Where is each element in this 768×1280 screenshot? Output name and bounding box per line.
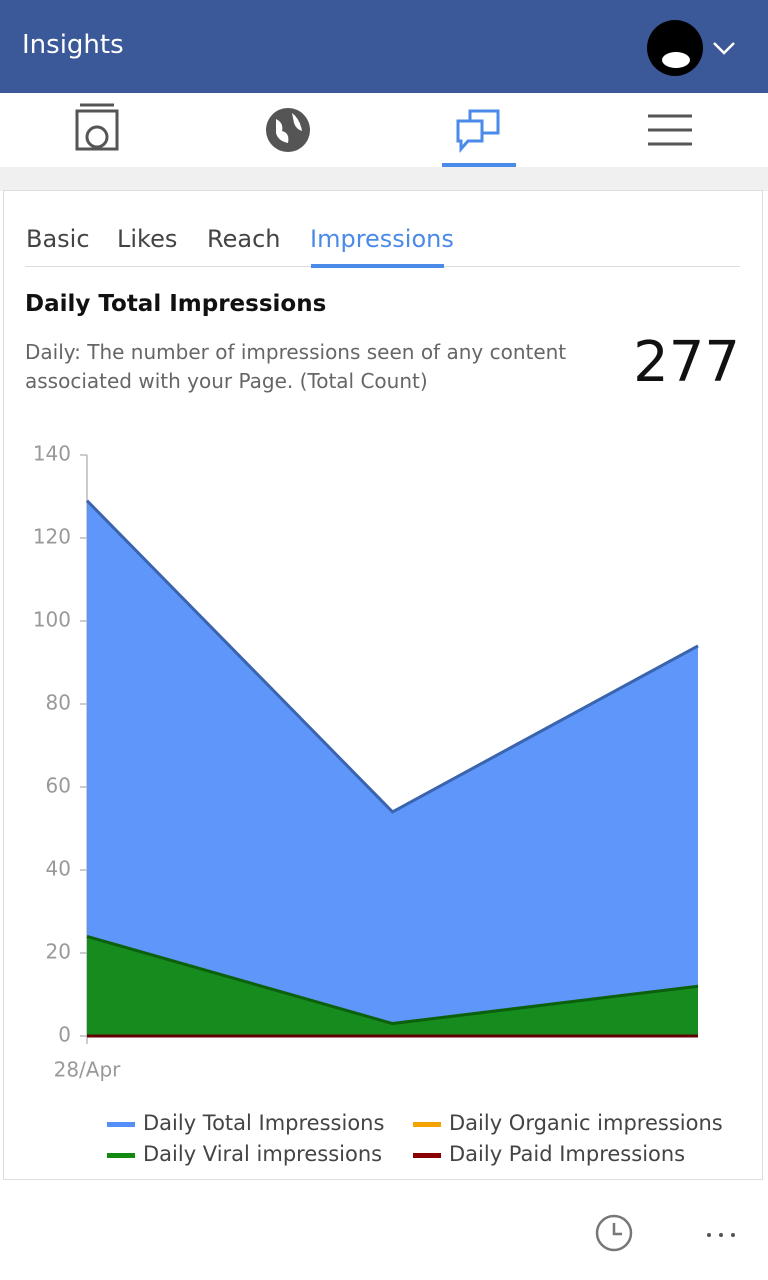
legend-label: Daily Total Impressions: [143, 1111, 384, 1135]
area-line-shade: [85, 499, 699, 814]
x-tick-label: 28/Apr: [54, 1058, 122, 1082]
metric-title: Daily Total Impressions: [25, 291, 327, 317]
area-line: [85, 499, 699, 814]
area-line: [86, 934, 699, 1026]
metric-description: Daily: The number of impressions seen of…: [25, 340, 567, 393]
y-tick-label: 40: [46, 857, 71, 881]
history-button[interactable]: [595, 1214, 633, 1252]
nav-bar: [75, 103, 692, 167]
y-tick-label: 20: [46, 940, 71, 964]
nav-insights[interactable]: [456, 109, 500, 153]
app-bar: [595, 1214, 735, 1252]
area: [87, 500, 698, 1036]
legend-label: Daily Paid Impressions: [449, 1142, 685, 1166]
y-tick-label: 140: [33, 442, 71, 466]
tab[interactable]: Basic: [26, 225, 90, 253]
nav-active-indicator: [442, 163, 516, 167]
header: Insights: [0, 0, 768, 93]
nav-menu[interactable]: [648, 114, 692, 146]
legend-swatch: [107, 1122, 135, 1127]
legend-swatch: [413, 1122, 441, 1127]
legend-label: Daily Organic impressions: [449, 1111, 723, 1135]
legend-swatch: [413, 1153, 441, 1158]
area: [87, 936, 698, 1036]
legend-label: Daily Viral impressions: [143, 1142, 382, 1166]
avatar-detail: [662, 52, 690, 68]
y-tick-label: 0: [58, 1023, 71, 1047]
nav-pages[interactable]: [75, 103, 119, 151]
account-chevron[interactable]: [713, 42, 735, 55]
header-icons: [647, 20, 735, 76]
more-button[interactable]: [707, 1233, 735, 1237]
tab-indicator: [311, 264, 444, 268]
metric-total: 277: [633, 330, 740, 395]
legend-swatch: [107, 1153, 135, 1158]
tab[interactable]: Reach: [207, 225, 281, 253]
separator: [0, 167, 768, 191]
y-tick-label: 80: [46, 691, 71, 715]
y-tick-label: 100: [33, 608, 71, 632]
y-tick-label: 60: [46, 774, 71, 798]
chart: 0 20 40 60 80 100 120 140 28/Apr Daily Total Impr…: [33, 442, 723, 1167]
area-line-shade: [86, 934, 699, 1026]
y-tick-label: 120: [33, 525, 71, 549]
app-title: Insights: [22, 30, 124, 60]
tab[interactable]: Likes: [117, 225, 178, 253]
tab[interactable]: Impressions: [310, 225, 454, 253]
nav-globe[interactable]: [266, 108, 310, 152]
